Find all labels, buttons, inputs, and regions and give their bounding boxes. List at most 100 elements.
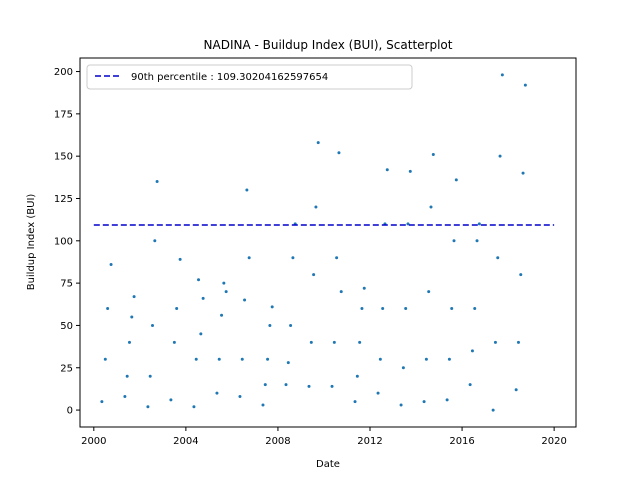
data-point-2002 (155, 180, 159, 184)
data-point-2015 (450, 307, 454, 311)
y-tick-label: 150 (54, 152, 73, 163)
data-point-2016 (473, 307, 477, 311)
y-tick-label: 175 (54, 109, 73, 120)
data-point-2003 (169, 398, 173, 402)
data-point-2001 (132, 295, 136, 299)
data-point-2005 (220, 313, 224, 317)
y-tick-label: 50 (60, 321, 73, 332)
x-tick-label: 2008 (265, 436, 290, 447)
data-point-2013 (408, 169, 412, 173)
data-point-2016 (470, 349, 474, 353)
data-point-2016 (477, 222, 481, 226)
x-tick-label: 2004 (173, 436, 198, 447)
data-point-2000 (106, 307, 110, 311)
data-point-2018 (514, 388, 518, 392)
plot-area-frame (79, 57, 577, 428)
data-point-2012 (376, 391, 380, 395)
data-point-2004 (201, 296, 205, 300)
data-point-2008 (291, 256, 295, 260)
x-tick-label: 2020 (541, 436, 566, 447)
data-point-2011 (362, 286, 366, 290)
data-point-2004 (194, 357, 198, 361)
data-point-2002 (148, 374, 152, 378)
data-point-2010 (339, 290, 343, 294)
data-point-2005 (224, 290, 228, 294)
data-point-2005 (217, 357, 221, 361)
x-axis: 2000 2004 2008 2012 2016 2020 (81, 427, 567, 447)
data-point-2002 (153, 239, 157, 243)
y-tick-label: 125 (54, 194, 73, 205)
data-point-2012 (385, 168, 389, 172)
data-point-2007 (270, 305, 274, 309)
data-point-2007 (266, 357, 270, 361)
x-axis-label: Date (316, 459, 340, 470)
data-point-2014 (431, 152, 435, 156)
data-point-2018 (516, 340, 520, 344)
data-point-2010 (335, 256, 339, 260)
data-point-2014 (427, 290, 431, 294)
data-point-2008 (286, 361, 290, 365)
data-point-2000 (100, 400, 104, 404)
data-point-2018 (523, 83, 527, 87)
data-point-2006 (240, 357, 244, 361)
legend: 90th percentile : 109.30204162597654 (86, 64, 413, 90)
chart-title: NADINA - Buildup Index (BUI), Scatterplo… (204, 38, 453, 52)
data-point-2002 (151, 323, 154, 327)
data-point-2001 (127, 340, 131, 344)
data-point-2015 (454, 178, 458, 182)
data-point-2016 (475, 239, 479, 243)
data-point-2007 (268, 323, 272, 327)
data-point-2011 (360, 307, 364, 311)
data-point-2017 (493, 340, 497, 344)
data-point-2009 (312, 273, 316, 277)
data-point-2017 (491, 408, 495, 412)
data-point-2007 (263, 383, 267, 387)
data-point-2011 (353, 400, 357, 404)
data-point-2017 (498, 154, 502, 158)
data-point-2005 (215, 391, 219, 395)
data-point-2013 (399, 403, 403, 407)
data-point-2018 (519, 273, 523, 277)
data-point-2012 (381, 307, 385, 311)
data-point-2011 (358, 340, 362, 344)
y-tick-label: 200 (54, 67, 73, 78)
data-point-2008 (289, 323, 293, 327)
data-point-2005 (222, 281, 226, 285)
data-point-2016 (468, 383, 472, 387)
data-point-2000 (109, 263, 113, 266)
y-axis: 0 25 50 75 100 125 150 175 200 (54, 67, 80, 417)
data-point-2010 (330, 384, 334, 388)
data-point-2009 (309, 340, 313, 344)
data-point-2009 (316, 141, 320, 145)
data-point-2000 (103, 357, 107, 361)
data-point-2010 (337, 151, 341, 155)
data-point-2003 (178, 257, 182, 261)
x-tick-label: 2012 (357, 436, 382, 447)
data-point-2001 (123, 395, 127, 399)
data-point-2011 (355, 374, 359, 378)
data-point-2003 (172, 340, 176, 344)
data-point-2006 (247, 256, 251, 260)
y-tick-label: 0 (67, 406, 73, 417)
data-point-2010 (332, 340, 336, 344)
data-point-2013 (406, 222, 410, 226)
data-point-2006 (245, 188, 249, 192)
data-point-2004 (197, 278, 201, 282)
data-point-2009 (307, 384, 311, 388)
x-tick-label: 2000 (81, 436, 106, 447)
y-tick-label: 100 (54, 236, 73, 247)
data-point-2006 (238, 395, 242, 399)
data-point-2012 (378, 357, 382, 361)
data-point-2015 (447, 357, 451, 361)
data-point-2001 (130, 315, 134, 319)
data-point-2017 (496, 256, 500, 260)
data-point-2004 (192, 405, 196, 409)
data-point-2009 (314, 205, 318, 209)
data-point-2014 (424, 357, 428, 361)
data-point-2014 (429, 205, 433, 209)
data-point-2006 (243, 298, 247, 302)
data-point-2013 (404, 307, 408, 311)
x-tick-label: 2016 (449, 436, 474, 447)
data-point-2004 (199, 332, 203, 336)
